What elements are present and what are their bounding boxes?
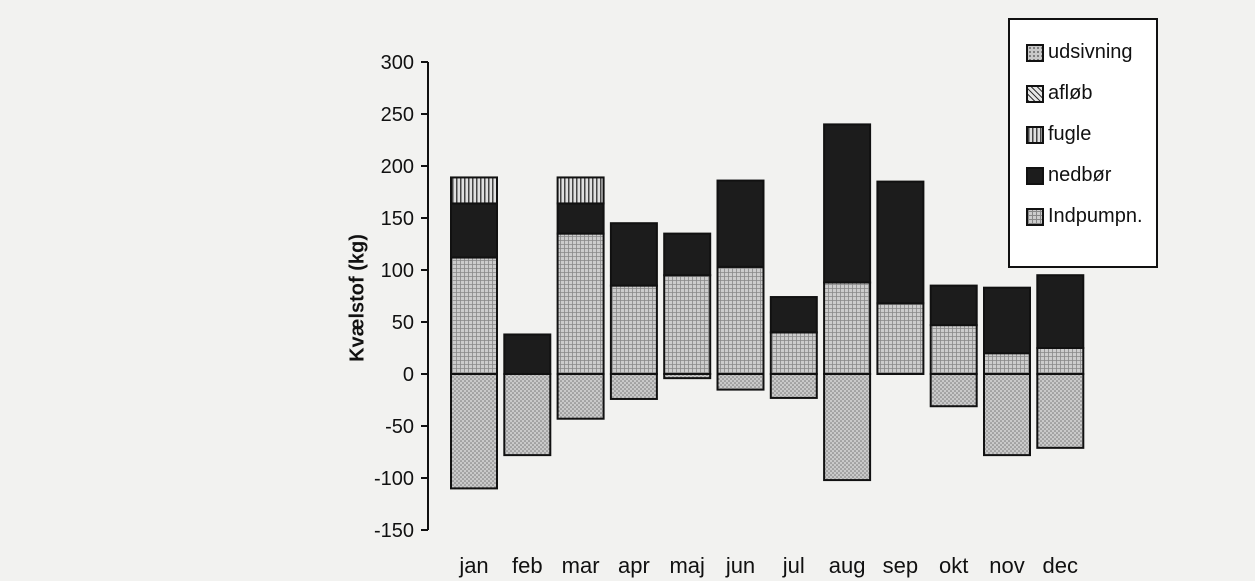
bar-segment-udsivning-okt: [929, 373, 978, 408]
bar-segment-nedbør-apr: [609, 222, 658, 287]
legend-label: afløb: [1048, 82, 1093, 104]
legend-swatch: [1026, 207, 1044, 226]
x-tick-label: jun: [725, 553, 755, 578]
bar-segment-nedbør-dec: [1036, 274, 1085, 350]
x-tick-label: feb: [512, 553, 543, 578]
bar-segment-indpumpn-jul: [769, 331, 818, 375]
y-tick-label: 200: [381, 156, 414, 178]
bar-segment-fugle-jan: [450, 176, 498, 205]
legend-item: nedbør: [1026, 155, 1156, 196]
x-tick-label: okt: [939, 553, 968, 578]
x-tick-label: nov: [989, 553, 1024, 578]
y-tick-label: 0: [403, 364, 414, 386]
bar-segment-udsivning-feb: [503, 373, 552, 457]
bar-segment-udsivning-jan: [450, 373, 498, 490]
x-tick-label: jul: [782, 553, 805, 578]
bar-segment-indpumpn-dec: [1036, 347, 1085, 375]
y-tick-label: -150: [374, 520, 414, 542]
bar-segment-nedbør-maj: [663, 232, 712, 277]
bar-segment-udsivning-nov: [983, 373, 1031, 457]
legend-item: udsivning: [1026, 32, 1156, 73]
legend-swatch: [1026, 84, 1044, 103]
x-tick-label: aug: [829, 553, 866, 578]
bar-segment-nedbør-okt: [929, 284, 978, 327]
x-tick-label: maj: [669, 553, 704, 578]
legend-label: nedbør: [1048, 164, 1112, 186]
bar-segment-udsivning-jul: [769, 373, 818, 399]
bar-segment-udsivning-aug: [823, 373, 872, 482]
legend-swatch: [1026, 166, 1044, 185]
bar-segment-indpumpn-aug: [823, 281, 872, 376]
bar-segment-indpumpn-jun: [716, 265, 765, 376]
legend-label: fugle: [1048, 123, 1092, 145]
x-tick-label: sep: [883, 553, 918, 578]
y-tick-label: 50: [392, 312, 414, 334]
x-tick-label: apr: [618, 553, 650, 578]
bars: [450, 123, 1085, 490]
y-tick-label: 300: [381, 52, 414, 74]
bar-segment-nedbør-jul: [769, 296, 818, 334]
y-tick-label: 250: [381, 104, 414, 126]
bar-segment-fugle-mar: [556, 176, 605, 205]
bar-segment-nedbør-aug: [823, 123, 872, 284]
legend-item: fugle: [1026, 114, 1156, 155]
bar-segment-udsivning-apr: [609, 373, 658, 400]
bar-segment-udsivning-jun: [716, 373, 765, 391]
legend-item: afløb: [1026, 73, 1156, 114]
bar-segment-udsivning-dec: [1036, 373, 1085, 449]
bar-segment-nedbør-jan: [450, 202, 498, 259]
x-axis-labels: jan feb mar apr maj jun jul aug sep okt nov dec: [458, 553, 1078, 578]
y-tick-label: 150: [381, 208, 414, 230]
x-tick-label: dec: [1043, 553, 1078, 578]
bar-segment-nedbør-nov: [983, 286, 1031, 355]
legend-item: Indpumpn.: [1026, 196, 1156, 237]
bar-segment-nedbør-sep: [876, 180, 925, 305]
bar-segment-nedbør-jun: [716, 179, 765, 268]
bar-segment-indpumpn-apr: [609, 284, 658, 376]
bar-segment-indpumpn-jan: [450, 256, 498, 375]
bar-segment-udsivning-mar: [556, 373, 605, 420]
bar-segment-indpumpn-maj: [663, 274, 712, 376]
x-tick-label: jan: [458, 553, 488, 578]
y-tick-label: -100: [374, 468, 414, 490]
bar-segment-nedbør-mar: [556, 202, 605, 235]
legend-swatch: [1026, 43, 1044, 62]
y-tick-label: 100: [381, 260, 414, 282]
legend-label: udsivning: [1048, 41, 1133, 63]
legend-swatch: [1026, 125, 1044, 144]
bar-segment-nedbør-feb: [503, 333, 552, 376]
y-axis-title: Kvælstof (kg): [346, 234, 369, 362]
legend: udsivning afløb fugle nedbør Indpumpn.: [1008, 18, 1158, 268]
y-axis: 300 250 200 150 100 50 0 -50 -100 -150: [374, 52, 429, 542]
bar-segment-indpumpn-mar: [556, 232, 605, 375]
legend-label: Indpumpn.: [1048, 205, 1143, 227]
bar-segment-indpumpn-sep: [876, 302, 925, 375]
bar-segment-indpumpn-nov: [983, 352, 1031, 376]
x-tick-label: mar: [562, 553, 600, 578]
bar-segment-indpumpn-okt: [929, 324, 978, 375]
y-tick-label: -50: [385, 416, 414, 438]
